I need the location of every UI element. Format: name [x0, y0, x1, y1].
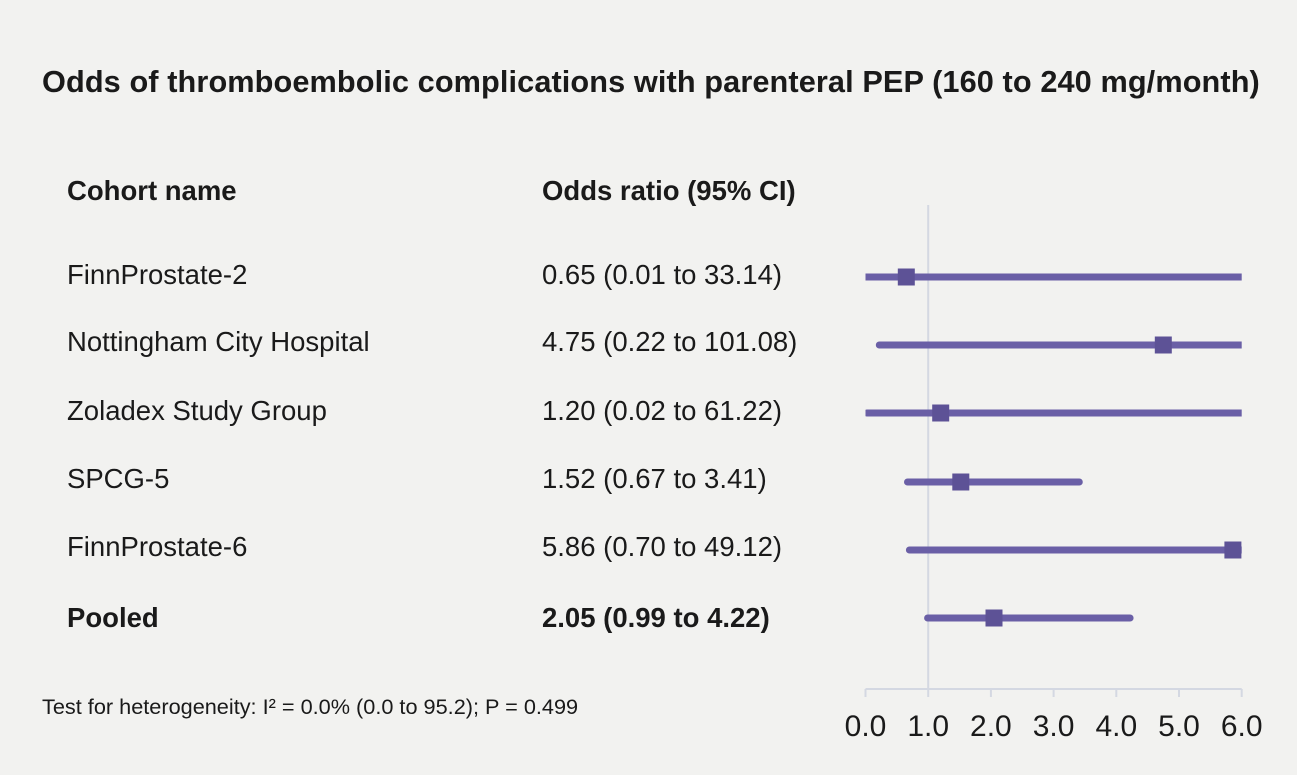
svg-text:6.0: 6.0 — [1221, 710, 1263, 743]
svg-text:5.0: 5.0 — [1158, 710, 1200, 743]
svg-text:4.0: 4.0 — [1095, 710, 1137, 743]
svg-text:2.0: 2.0 — [970, 710, 1012, 743]
svg-text:0.0: 0.0 — [845, 710, 887, 743]
svg-text:3.0: 3.0 — [1033, 710, 1075, 743]
svg-text:1.0: 1.0 — [907, 710, 949, 743]
